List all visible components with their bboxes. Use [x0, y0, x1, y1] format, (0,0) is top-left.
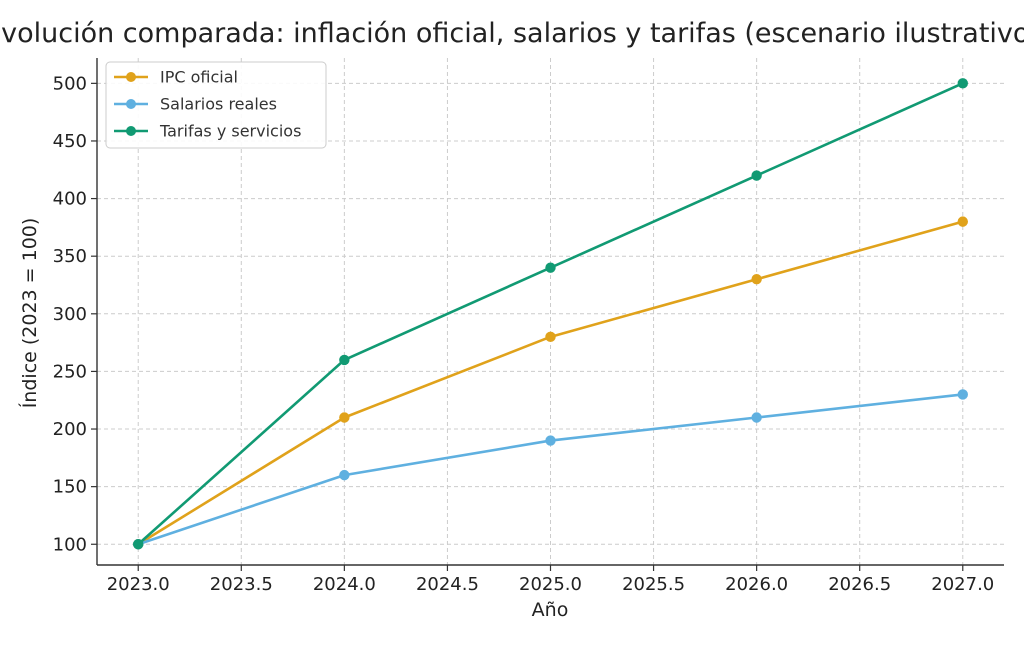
legend-swatch-marker: [126, 126, 136, 136]
y-tick-label: 200: [53, 419, 87, 440]
legend: IPC oficial Salarios reales Tarifas y serv…: [105, 61, 327, 149]
y-tick-label: 300: [53, 304, 87, 325]
data-point-ipc-oficial: [751, 274, 762, 285]
y-tick-label: 450: [53, 131, 87, 152]
legend-item-salarios-reales: Salarios reales: [114, 95, 277, 114]
y-tick-label: 350: [53, 246, 87, 267]
data-point-salarios-reales: [957, 389, 968, 400]
legend-swatch-marker: [126, 72, 136, 82]
series-layer: [133, 78, 968, 550]
axes-layer: 2023.0 2023.5 2024.0 2024.5 2025.0 2025.5 2026…: [53, 58, 1004, 595]
data-point-tarifas-y-servicios: [545, 262, 556, 273]
data-point-salarios-reales: [339, 469, 350, 481]
y-axis-label: Índice (2023 = 100): [18, 218, 41, 409]
legend-label: Tarifas y servicios: [159, 122, 301, 141]
legend-box: [105, 61, 327, 149]
legend-label: Salarios reales: [160, 95, 277, 114]
x-tick-label: 2026.5: [828, 574, 891, 595]
data-point-salarios-reales: [545, 435, 556, 446]
x-axis-label: Año: [532, 599, 569, 621]
chart-title: Evolución comparada: inflación oficial, …: [0, 18, 1024, 49]
series-tarifas-y-servicios: [133, 78, 968, 550]
legend-item-tarifas-y-servicios: Tarifas y servicios: [114, 122, 301, 141]
y-tick-label: 400: [53, 189, 87, 210]
y-tick-label: 100: [53, 534, 87, 555]
legend-label: IPC oficial: [160, 68, 238, 87]
data-point-tarifas-y-servicios: [339, 354, 350, 366]
data-point-ipc-oficial: [957, 216, 968, 227]
data-point-tarifas-y-servicios: [957, 78, 968, 89]
y-tick-label: 150: [53, 477, 87, 498]
data-point-salarios-reales: [751, 412, 762, 423]
y-tick-label: 500: [53, 73, 87, 94]
x-tick-label: 2023.0: [107, 574, 170, 595]
x-tick-label: 2024.5: [416, 574, 479, 595]
data-point-tarifas-y-servicios: [751, 170, 762, 181]
x-tick-label: 2026.0: [725, 574, 788, 595]
x-tick-label: 2025.0: [519, 574, 582, 595]
y-tick-label: 250: [53, 361, 87, 382]
x-tick-label: 2027.0: [931, 574, 994, 595]
legend-item-ipc-oficial: IPC oficial: [114, 68, 238, 87]
x-tick-label: 2025.5: [622, 574, 685, 595]
x-tick-label: 2023.5: [210, 574, 273, 595]
x-tick-label: 2024.0: [313, 574, 376, 595]
data-point-ipc-oficial: [545, 331, 556, 343]
data-point-tarifas-y-servicios: [133, 539, 144, 550]
legend-swatch-marker: [126, 99, 136, 109]
data-point-ipc-oficial: [339, 412, 350, 423]
